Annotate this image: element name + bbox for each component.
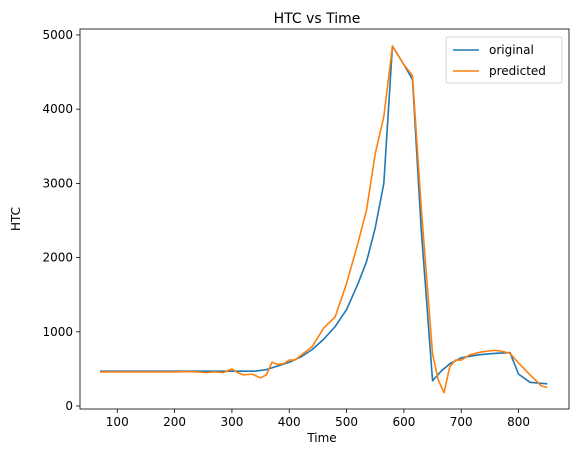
x-axis-label: Time xyxy=(306,431,336,445)
x-tick-label: 200 xyxy=(163,415,186,429)
plot-area-frame xyxy=(79,28,570,410)
y-tick-label: 0 xyxy=(65,399,73,413)
x-tick-label: 500 xyxy=(335,415,358,429)
y-tick-label: 3000 xyxy=(42,176,73,190)
x-tick-label: 600 xyxy=(392,415,415,429)
y-tick-label: 2000 xyxy=(42,251,73,265)
legend-label-predicted: predicted xyxy=(489,64,546,78)
y-axis-label: HTC xyxy=(9,207,23,231)
x-tick-label: 700 xyxy=(450,415,473,429)
y-tick-label: 1000 xyxy=(42,325,73,339)
legend: original predicted xyxy=(445,36,563,84)
series-line-predicted xyxy=(100,45,548,394)
x-tick-label: 100 xyxy=(106,415,129,429)
y-tick-label: 5000 xyxy=(42,28,73,42)
series-line-original xyxy=(100,45,548,385)
x-tick-label: 300 xyxy=(220,415,243,429)
chart-title: HTC vs Time xyxy=(274,11,361,27)
x-tick-label: 400 xyxy=(278,415,301,429)
x-tick-label: 800 xyxy=(507,415,530,429)
legend-label-original: original xyxy=(489,43,534,57)
y-tick-label: 4000 xyxy=(42,102,73,116)
